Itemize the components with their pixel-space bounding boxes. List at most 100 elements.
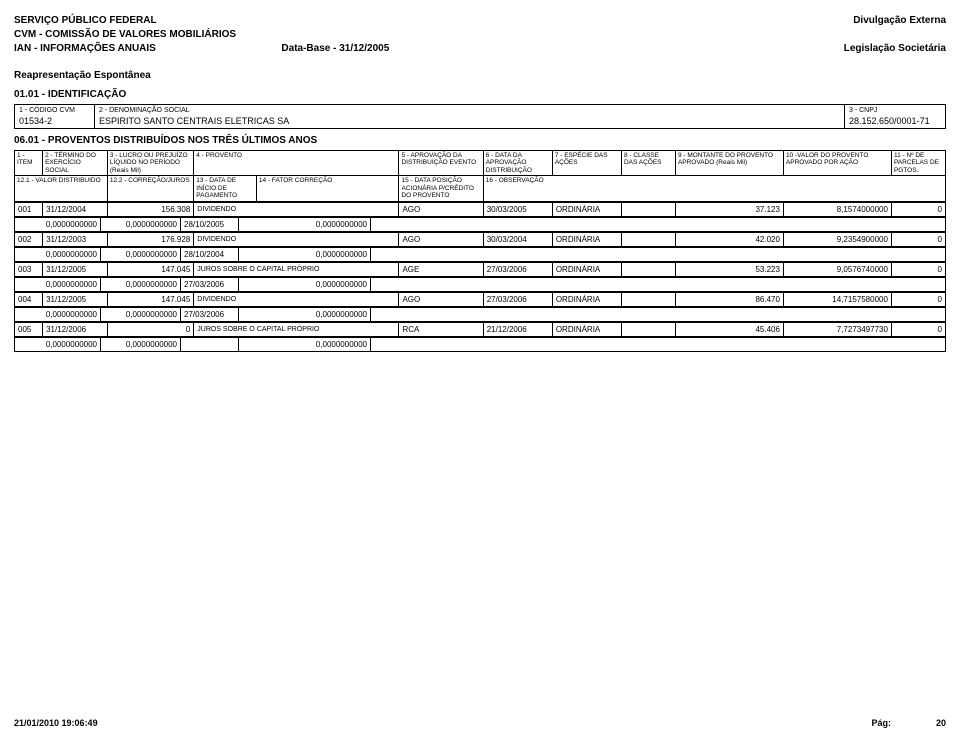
cell-parcelas: 0 (891, 262, 945, 276)
cell-valor-acao: 8,1574000000 (783, 202, 891, 216)
cell-termino: 31/12/2005 (43, 292, 108, 306)
page-footer: 21/01/2010 19:06:49 Pág: 20 (14, 718, 946, 728)
cell-corr-juros: 0,0000000000 (101, 217, 181, 231)
cell-rest (371, 277, 946, 291)
cell-data-aprov: 27/03/2006 (483, 292, 552, 306)
ident-codigo-cell: 1 - CÓDIGO CVM 01534-2 (15, 105, 95, 128)
cell-especie: ORDINÁRIA (552, 232, 621, 246)
cell-val-dist: 0,0000000000 (15, 337, 101, 351)
cell-valor-acao: 14,7157580000 (783, 292, 891, 306)
hdr-provento: 4 - PROVENTO (194, 151, 399, 176)
cell-parcelas: 0 (891, 292, 945, 306)
table-row: 003 31/12/2005 147.045 JUROS SOBRE O CAP… (14, 262, 946, 277)
cell-val-dist: 0,0000000000 (15, 277, 101, 291)
cell-corr-juros: 0,0000000000 (101, 247, 181, 261)
table-row: 0,0000000000 0,0000000000 0,0000000000 (14, 337, 946, 352)
hdr-corr-juros: 12.2 - CORREÇÃO/JUROS (107, 176, 193, 201)
cell-provento: DIVIDENDO (194, 202, 399, 216)
cell-evento: AGO (399, 232, 483, 246)
header-line-3: IAN - INFORMAÇÕES ANUAIS Data-Base - 31/… (14, 42, 389, 56)
cell-montante: 42.020 (675, 232, 783, 246)
footer-page-num: 20 (936, 718, 946, 728)
footer-page: Pág: 20 (871, 718, 946, 728)
cell-evento: AGE (399, 262, 483, 276)
cell-montante: 53.223 (675, 262, 783, 276)
cell-parcelas: 0 (891, 232, 945, 246)
ident-denominacao-value: ESPIRITO SANTO CENTRAIS ELETRICAS SA (99, 114, 840, 126)
cell-provento: DIVIDENDO (194, 232, 399, 246)
cell-termino: 31/12/2005 (43, 262, 108, 276)
cell-fator: 0,0000000000 (239, 307, 371, 321)
ident-codigo-value: 01534-2 (19, 114, 90, 126)
table-row: 0,0000000000 0,0000000000 27/03/2006 0,0… (14, 277, 946, 292)
cell-provento: DIVIDENDO (194, 292, 399, 306)
hdr-evento: 5 - APROVAÇÃO DA DISTRIBUIÇÃO EVENTO (399, 151, 483, 176)
hdr-observacao: 16 - OBSERVAÇÃO (483, 176, 945, 201)
cell-rest (371, 337, 946, 351)
hdr-fator: 14 - FATOR CORREÇÃO (256, 176, 399, 201)
section-0601-title: 06.01 - PROVENTOS DISTRIBUÍDOS NOS TRÊS … (14, 135, 946, 146)
cell-especie: ORDINÁRIA (552, 262, 621, 276)
table-row: 0,0000000000 0,0000000000 28/10/2004 0,0… (14, 247, 946, 262)
cell-lucro: 176.928 (107, 232, 193, 246)
cell-classe (621, 202, 675, 216)
cell-val-dist: 0,0000000000 (15, 247, 101, 261)
hdr-parcelas: 11 - Nº DE PARCELAS DE PGTOS. (891, 151, 945, 176)
table-row: 004 31/12/2005 147.045 DIVIDENDO AGO 27/… (14, 292, 946, 307)
cell-montante: 37.123 (675, 202, 783, 216)
cell-montante: 45.406 (675, 322, 783, 336)
cell-item: 002 (15, 232, 43, 246)
cell-valor-acao: 7,7273497730 (783, 322, 891, 336)
cell-valor-acao: 9,0576740000 (783, 262, 891, 276)
hdr-val-dist: 12.1 - VALOR DISTRIBUIDO (15, 176, 108, 201)
cell-fator: 0,0000000000 (239, 337, 371, 351)
cell-item: 005 (15, 322, 43, 336)
ident-denominacao-cell: 2 - DENOMINAÇÃO SOCIAL ESPIRITO SANTO CE… (95, 105, 845, 128)
hdr-lucro: 3 - LUCRO OU PREJUÍZO LÍQUIDO NO PERÍODO… (107, 151, 193, 176)
cell-data-inicio: 27/03/2006 (181, 307, 239, 321)
cell-data-inicio: 27/03/2006 (181, 277, 239, 291)
cell-lucro: 147.045 (107, 262, 193, 276)
header-line-1: SERVIÇO PÚBLICO FEDERAL (14, 14, 389, 28)
hdr-item: 1 - ITEM (15, 151, 43, 176)
cell-rest (371, 217, 946, 231)
ident-cnpj-value: 28.152.650/0001-71 (849, 114, 941, 126)
cell-provento: JUROS SOBRE O CAPITAL PRÓPRIO (194, 322, 399, 336)
ident-cnpj-cell: 3 - CNPJ 28.152.650/0001-71 (845, 105, 945, 128)
cell-evento: RCA (399, 322, 483, 336)
cell-corr-juros: 0,0000000000 (101, 307, 181, 321)
hdr-especie: 7 - ESPÉCIE DAS AÇÕES (552, 151, 621, 176)
cell-item: 003 (15, 262, 43, 276)
header-left: SERVIÇO PÚBLICO FEDERAL CVM - COMISSÃO D… (14, 14, 389, 56)
ident-denominacao-label: 2 - DENOMINAÇÃO SOCIAL (99, 107, 840, 114)
cell-classe (621, 232, 675, 246)
cell-termino: 31/12/2004 (43, 202, 108, 216)
legislacao: Legislação Societária (844, 42, 946, 56)
hdr-data-posicao: 15 - DATA POSIÇÃO ACIONÁRIA P/CRÉDITO DO… (399, 176, 483, 201)
hdr-montante: 9 - MONTANTE DO PROVENTO APROVADO (Reais… (675, 151, 783, 176)
page-header: SERVIÇO PÚBLICO FEDERAL CVM - COMISSÃO D… (14, 14, 946, 56)
cell-lucro: 147.045 (107, 292, 193, 306)
table-row: 005 31/12/2006 0 JUROS SOBRE O CAPITAL P… (14, 322, 946, 337)
cell-data-aprov: 27/03/2006 (483, 262, 552, 276)
table-row: 002 31/12/2003 176.928 DIVIDENDO AGO 30/… (14, 232, 946, 247)
cell-val-dist: 0,0000000000 (15, 217, 101, 231)
ident-cnpj-label: 3 - CNPJ (849, 107, 941, 114)
proventos-header-table: 1 - ITEM 2 - TÉRMINO DO EXERCÍCIO SOCIAL… (14, 150, 946, 202)
cell-fator: 0,0000000000 (239, 247, 371, 261)
cell-evento: AGO (399, 202, 483, 216)
cell-classe (621, 262, 675, 276)
cell-classe (621, 322, 675, 336)
cell-evento: AGO (399, 292, 483, 306)
cell-lucro: 0 (107, 322, 193, 336)
cell-corr-juros: 0,0000000000 (101, 277, 181, 291)
section-0101-title: 01.01 - IDENTIFICAÇÃO (14, 89, 946, 100)
hdr-data-inicio: 13 - DATA DE INÍCIO DE PAGAMENTO (194, 176, 257, 201)
header-line-2: CVM - COMISSÃO DE VALORES MOBILIÁRIOS (14, 28, 389, 42)
cell-especie: ORDINÁRIA (552, 322, 621, 336)
cell-data-inicio: 28/10/2004 (181, 247, 239, 261)
header-right: Divulgação Externa Legislação Societária (844, 14, 946, 56)
hdr-classe: 8 - CLASSE DAS AÇÕES (621, 151, 675, 176)
hdr-data-aprov: 6 - DATA DA APROVAÇÃO DISTRIBUIÇÃO (483, 151, 552, 176)
cell-item: 004 (15, 292, 43, 306)
